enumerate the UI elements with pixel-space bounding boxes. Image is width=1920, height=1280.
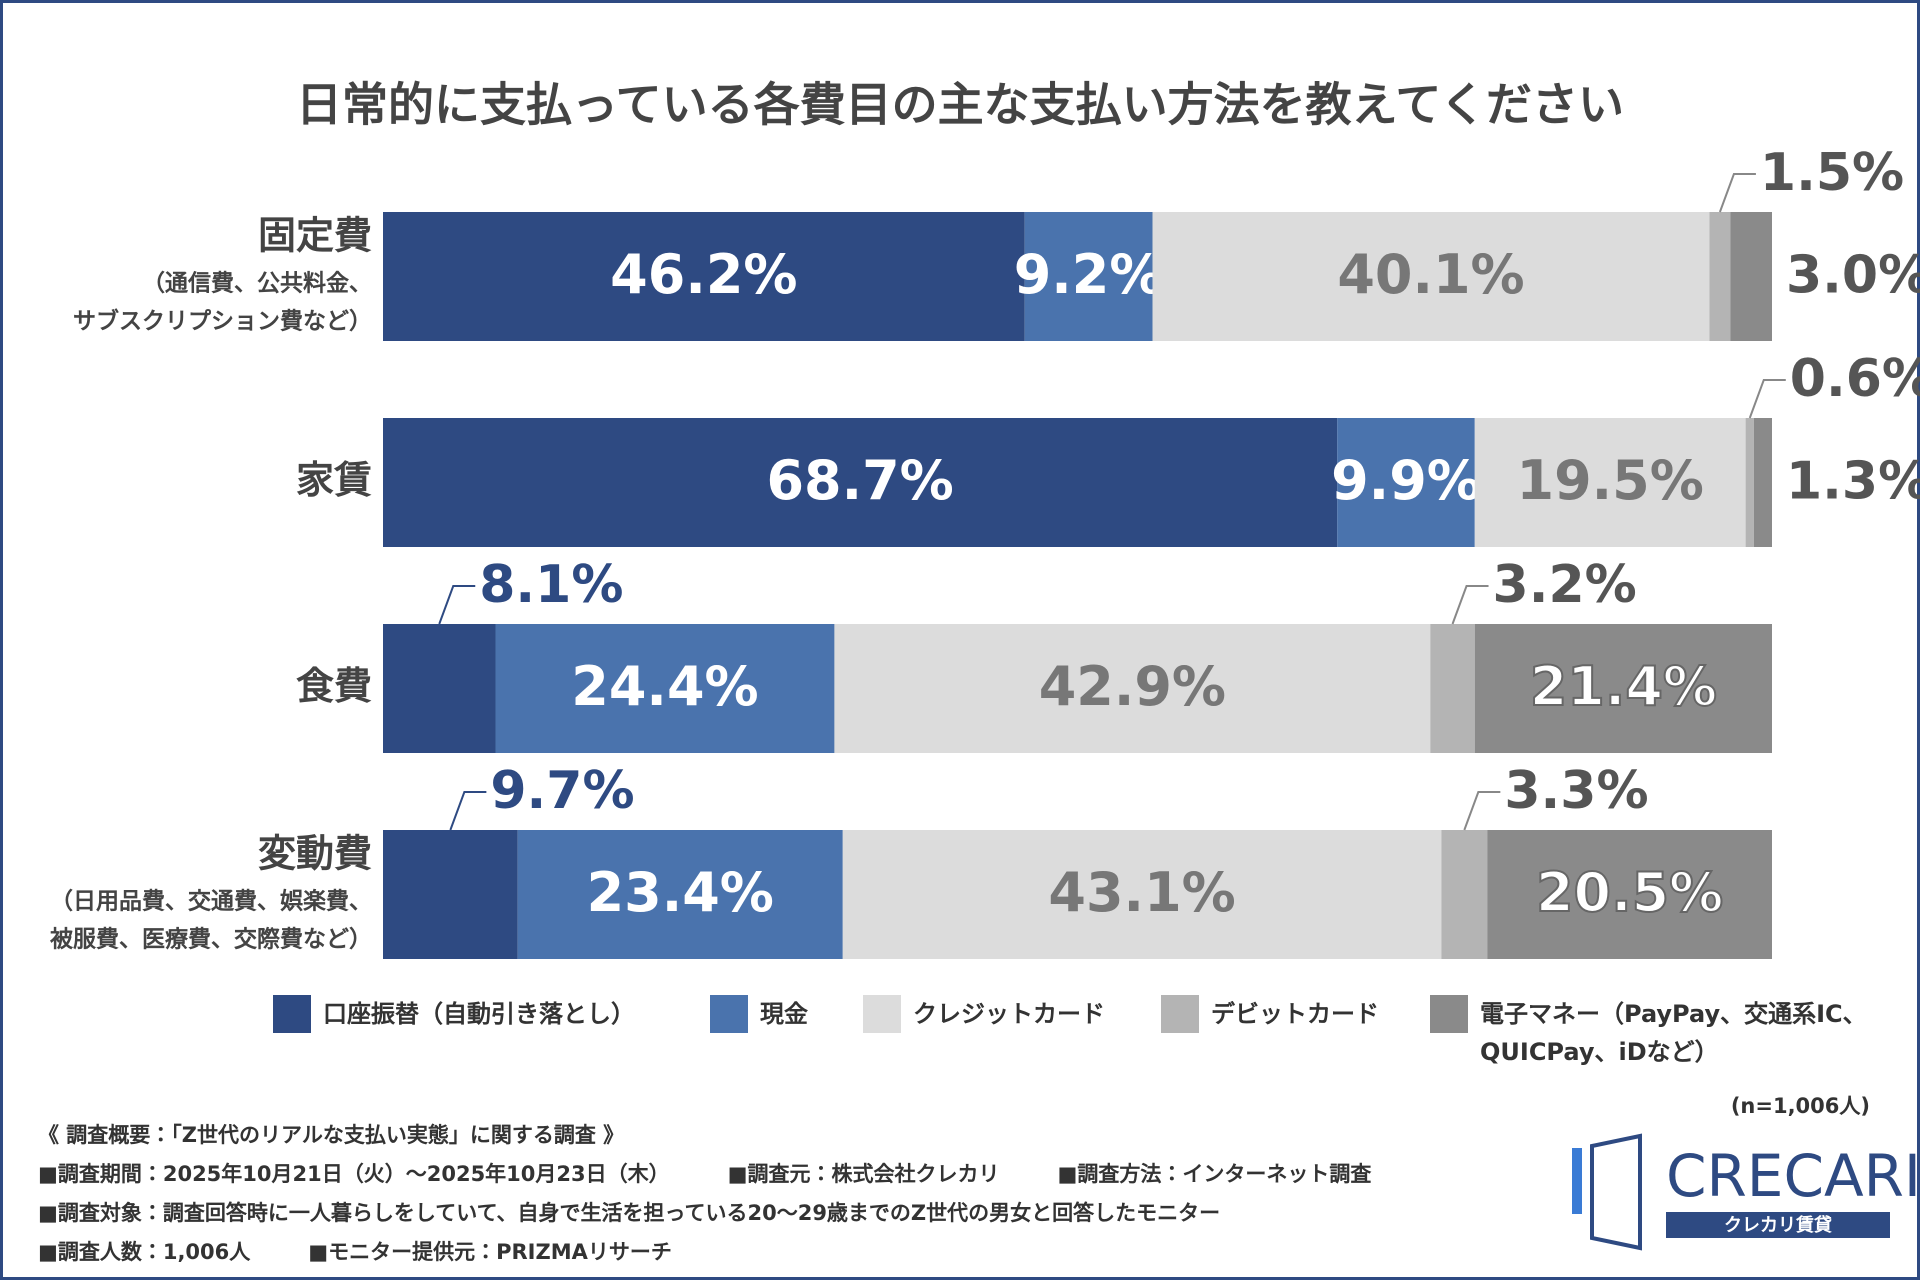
note-text: ■モニター提供元：PRIZMAリサーチ (308, 1240, 672, 1264)
logo-door (1590, 1133, 1642, 1251)
bar-segment (1730, 212, 1772, 341)
value-label: 24.4% (571, 655, 758, 718)
value-label: 42.9% (1039, 655, 1226, 718)
bar-segment (834, 624, 1431, 753)
note-text: ■調査人数：1,006人 (38, 1240, 251, 1264)
bar-segment (1152, 212, 1710, 341)
bar-segment (1337, 418, 1475, 547)
legend-swatch (1161, 995, 1199, 1033)
bar-segment (383, 418, 1338, 547)
category-label: 家賃 (296, 458, 372, 502)
value-label: 1.3% (1786, 452, 1920, 512)
legend-item: 現金 (710, 995, 808, 1033)
value-label: 8.1% (479, 555, 623, 615)
legend-label: 現金 (760, 1000, 808, 1028)
legend-item: クレジットカード (863, 995, 1105, 1033)
note-line: ■調査人数：1,006人 ■モニター提供元：PRIZMAリサーチ (38, 1233, 1429, 1272)
legend-item: 口座振替（自動引き落とし） (273, 995, 635, 1033)
value-label: 9.9% (1331, 449, 1481, 512)
note-line: 《 調査概要：「Z世代のリアルな支払い実態」に関する調査 》 (38, 1116, 1429, 1155)
note-text: ■調査元：株式会社クレカリ (727, 1162, 1000, 1186)
chart-title: 日常的に支払っている各費目の主な支払い方法を教えてください (296, 78, 1624, 132)
value-label: 3.0% (1786, 246, 1920, 306)
leader-line (1451, 585, 1489, 625)
bar-segment (1753, 418, 1772, 547)
note-text: ■調査期間：2025年10月21日（火）～2025年10月23日（木） (38, 1162, 670, 1186)
bar-segment (1430, 624, 1475, 753)
value-label: 43.1% (1048, 861, 1235, 924)
bar-segment (1487, 830, 1772, 959)
leader-line (1718, 173, 1756, 213)
bar-segment (383, 624, 496, 753)
sample-size: (n=1,006人) (1730, 1094, 1870, 1118)
bar-segment (495, 624, 835, 753)
bar-segment (842, 830, 1442, 959)
category-note: （通信費、公共料金、 (142, 270, 372, 297)
note-text: ■調査方法：インターネット調査 (1057, 1162, 1372, 1186)
value-label: 9.2% (1014, 243, 1164, 306)
value-label: 9.7% (490, 761, 634, 821)
legend-swatch (863, 995, 901, 1033)
category-label: 食費 (296, 664, 372, 708)
value-label: 1.5% (1760, 143, 1904, 203)
leader-line (1463, 791, 1501, 831)
note-text: 《 調査概要：「Z世代のリアルな支払い実態」に関する調査 》 (38, 1123, 625, 1147)
bar-segment (383, 212, 1025, 341)
note-line: ■調査対象：調査回答時に一人暮らしをしていて、自身で生活を担っている20～29歳… (38, 1194, 1429, 1233)
leader-line (449, 791, 487, 831)
legend-label: 電子マネー（PayPay、交通系IC、QUICPay、iDなど） (1480, 1000, 1867, 1066)
value-label: 3.3% (1504, 761, 1648, 821)
legend-swatch (710, 995, 748, 1033)
legend-swatch (273, 995, 311, 1033)
bar-segment (1024, 212, 1153, 341)
category-label: 変動費 (258, 832, 372, 876)
category-label: 固定費 (258, 214, 372, 258)
logo-name: CRECARI (1666, 1142, 1920, 1210)
bar-segment (1745, 418, 1754, 547)
legend-item: 電子マネー（PayPay、交通系IC、QUICPay、iDなど） (1430, 995, 1910, 1071)
bar-segment (1474, 418, 1746, 547)
legend-item: デビットカード (1161, 995, 1379, 1033)
bar-segment (517, 830, 843, 959)
category-note: サブスクリプション費など） (73, 308, 372, 335)
bar-segment (1709, 212, 1731, 341)
value-label: 3.2% (1493, 555, 1637, 615)
notes: 《 調査概要：「Z世代のリアルな支払い実態」に関する調査 》 ■調査期間：2025… (38, 1116, 1429, 1272)
value-label: 23.4% (587, 861, 774, 924)
bar-segment (1441, 830, 1488, 959)
bar-segment (1474, 624, 1772, 753)
note-text: ■調査対象：調査回答時に一人暮らしをしていて、自身で生活を担っている20～29歳… (38, 1201, 1221, 1225)
legend-label: 口座振替（自動引き落とし） (323, 1000, 635, 1028)
logo-sub: クレカリ賃貸 (1724, 1214, 1832, 1236)
value-label: 40.1% (1337, 243, 1524, 306)
legend-label: クレジットカード (913, 1000, 1105, 1028)
value-label: 0.6% (1790, 349, 1920, 409)
logo-band (1666, 1212, 1890, 1238)
legend-swatch (1430, 995, 1468, 1033)
value-label: 19.5% (1517, 449, 1704, 512)
legend: 口座振替（自動引き落とし） 現金 クレジットカード デビットカード 電子マネー（PayP… (0, 995, 1920, 1085)
value-label: 21.4% (1530, 655, 1717, 718)
leader-line (1748, 379, 1786, 419)
leader-line (438, 585, 476, 625)
value-label: 68.7% (766, 449, 953, 512)
legend-label: デビットカード (1211, 1000, 1379, 1028)
category-note: 被服費、医療費、交際費など） (49, 926, 372, 953)
value-label: 46.2% (610, 243, 797, 306)
value-label: 20.5% (1536, 861, 1723, 924)
bar-segment (383, 830, 518, 959)
note-line: ■調査期間：2025年10月21日（火）～2025年10月23日（木） ■調査元：… (38, 1155, 1429, 1194)
category-note: （日用品費、交通費、娯楽費、 (50, 888, 372, 915)
logo-bar (1572, 1148, 1582, 1214)
logo: CRECARI クレカリ賃貸 (1572, 1133, 1920, 1251)
